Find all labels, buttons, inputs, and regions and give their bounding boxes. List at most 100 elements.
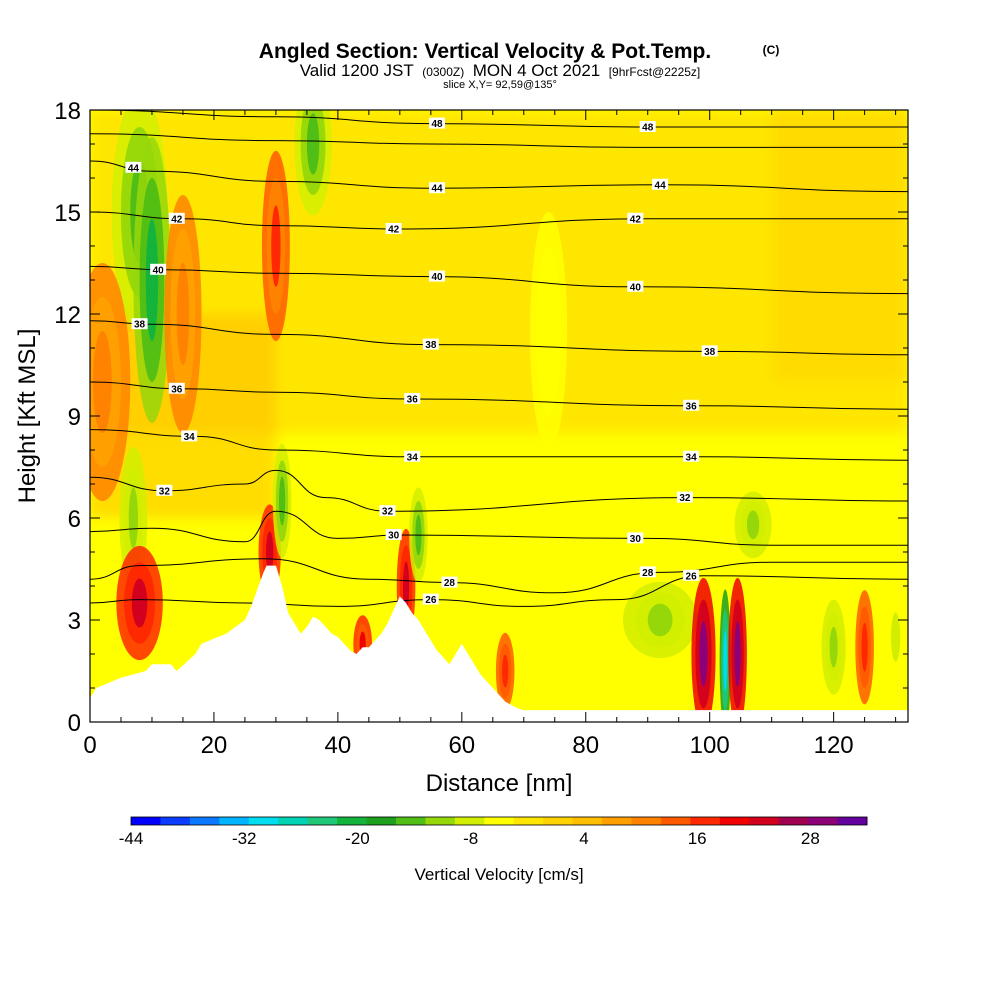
colorbar-swatch <box>395 817 426 825</box>
velocity-cell <box>821 599 846 695</box>
contour-label-text: 28 <box>642 568 654 579</box>
contour-label-text: 44 <box>655 180 667 191</box>
contour-label-text: 30 <box>630 534 642 545</box>
velocity-cell-core <box>699 621 708 687</box>
contour-label-text: 42 <box>630 214 642 225</box>
chart-title: Angled Section: Vertical Velocity & Pot.… <box>259 40 711 63</box>
colorbar-swatch <box>131 817 161 825</box>
contour-label-box <box>683 569 700 581</box>
contour-label-box <box>131 318 148 330</box>
velocity-cell <box>719 589 731 722</box>
velocity-cell <box>164 195 202 433</box>
colorbar-tick-label: -32 <box>232 829 257 848</box>
velocity-cell <box>734 491 772 559</box>
y-tick-label: 0 <box>68 710 81 737</box>
colorbar-swatch <box>219 817 250 825</box>
velocity-cell <box>261 150 290 342</box>
contour-label-text: 34 <box>686 452 698 463</box>
colorbar-swatch <box>425 817 456 825</box>
subtitle: Valid 1200 JST (0300Z) MON 4 Oct 2021 [9… <box>300 61 701 80</box>
y-tick-label: 3 <box>68 608 81 635</box>
contour-label-text: 38 <box>704 347 716 358</box>
contour-label-text: 48 <box>642 123 654 134</box>
contour-label-box <box>683 450 700 462</box>
svg-text:Valid 1200 JST (0300Z): Valid 1200 JST (0300Z) MON 4 Oct 2021 [9… <box>300 61 701 80</box>
y-axis-label: Height [Kft MSL] <box>14 329 41 504</box>
colorbar-swatch <box>366 817 397 825</box>
x-tick-label: 120 <box>814 732 854 759</box>
x-axis-label: Distance [nm] <box>426 770 573 797</box>
contour-label-box <box>441 576 458 588</box>
velocity-cell <box>116 545 163 661</box>
velocity-cell <box>529 212 568 450</box>
velocity-cell <box>855 590 874 705</box>
colorbar-swatch <box>248 817 279 825</box>
contour-label-box <box>404 450 421 462</box>
colorbar-tick-label: 4 <box>579 829 588 848</box>
contour-label-text: 38 <box>134 320 146 331</box>
velocity-cell <box>133 137 171 423</box>
contour-label-box <box>404 393 421 404</box>
contour-label-text: 34 <box>184 432 196 443</box>
colorbar-swatch <box>778 817 809 825</box>
theta-contour-line <box>90 265 908 295</box>
contour-label-text: 42 <box>388 225 400 236</box>
x-tick-label: 100 <box>690 732 730 759</box>
velocity-cell-core <box>647 603 673 637</box>
theta-contour-line <box>90 510 908 546</box>
x-tick-label: 40 <box>325 732 352 759</box>
colorbar-swatch <box>189 817 220 825</box>
contour-label: 26 <box>683 569 700 582</box>
velocity-cell-core <box>265 531 274 573</box>
colorbar-frame <box>130 816 868 826</box>
contour-label-box <box>627 280 644 292</box>
colorbar-swatch <box>631 817 662 825</box>
contour-label-box <box>385 223 402 234</box>
velocity-cell-core <box>861 622 868 672</box>
contour-label-box <box>652 178 669 190</box>
velocity-cell-core <box>176 263 190 365</box>
colorbar-swatch <box>543 817 574 825</box>
terrain-profile <box>90 565 908 722</box>
contour-label-text: 30 <box>388 531 400 542</box>
velocity-cell <box>622 581 698 659</box>
contour-label: 38 <box>701 345 718 358</box>
contour-label-box <box>385 529 402 540</box>
y-tick-label: 6 <box>68 506 81 533</box>
contour-label-box <box>422 593 439 605</box>
contour-label-text: 40 <box>153 265 165 276</box>
colorbar-swatch <box>307 817 338 825</box>
velocity-cell <box>495 632 515 710</box>
contour-label: 38 <box>422 338 439 351</box>
y-tick-label: 18 <box>54 98 81 125</box>
colorbar-ticks: -44 -32 -20 -8 4 16 28 <box>119 829 820 848</box>
velocity-cell-core <box>829 626 838 668</box>
contour-label: 32 <box>156 484 173 497</box>
y-tick-label: 9 <box>68 404 81 431</box>
velocity-cell <box>728 577 747 722</box>
contour-label-text: 26 <box>425 595 437 606</box>
contour-label: 40 <box>627 280 644 293</box>
contour-label: 32 <box>676 491 693 504</box>
contour-label-box <box>429 117 446 129</box>
contour-label: 40 <box>429 270 446 283</box>
contour-label: 40 <box>150 263 167 276</box>
subtitle-forecast: [9hrFcst@2225z] <box>609 65 701 79</box>
theta-contours <box>90 110 908 607</box>
theta-contour-line <box>90 575 908 607</box>
colorbar-swatch <box>660 817 691 825</box>
contour-label: 44 <box>652 178 669 191</box>
colorbar-label: Vertical Velocity [cm/s] <box>414 865 583 884</box>
velocity-cell-core <box>279 476 286 526</box>
colorbar-swatch <box>837 817 868 825</box>
contour-label: 28 <box>639 566 656 579</box>
colorbar-swatch <box>572 817 603 825</box>
velocity-cell-core <box>502 654 509 688</box>
contour-label: 28 <box>441 576 458 589</box>
contour-label-box <box>181 430 198 442</box>
contour-label: 38 <box>131 318 148 331</box>
contour-label: 48 <box>639 121 656 134</box>
contour-label-box <box>168 382 185 394</box>
x-tick-label: 0 <box>83 732 96 759</box>
contour-label-text: 44 <box>431 184 443 195</box>
